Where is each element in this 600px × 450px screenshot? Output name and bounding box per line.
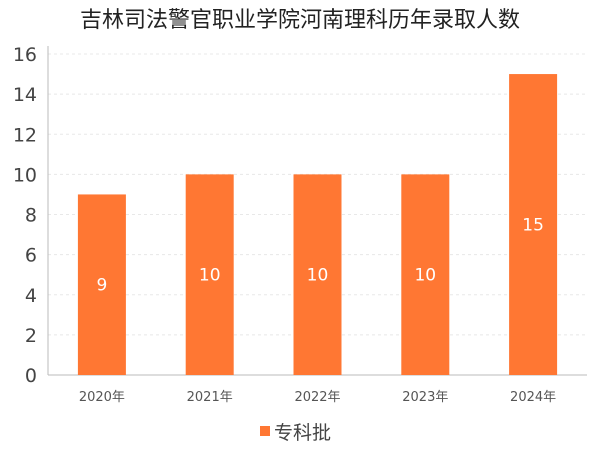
bar-value-label: 15 xyxy=(522,216,544,236)
x-tick-label: 2022年 xyxy=(294,390,340,405)
y-tick-label: 2 xyxy=(25,325,37,347)
y-tick-label: 6 xyxy=(25,245,37,267)
bar[interactable] xyxy=(185,174,234,375)
x-axis: 2020年 2021年 2022年 2023年 2024年 xyxy=(48,374,587,405)
y-tick-label: 10 xyxy=(13,164,37,186)
bar[interactable] xyxy=(509,74,558,375)
y-tick-label: 4 xyxy=(25,285,37,307)
legend-label: 专科批 xyxy=(274,422,331,444)
legend-swatch xyxy=(260,426,270,436)
bar[interactable] xyxy=(77,194,126,375)
bar-value-label: 10 xyxy=(414,266,436,286)
bars: 9 10 10 10 15 xyxy=(77,74,558,375)
bar[interactable] xyxy=(401,174,450,375)
x-tick-label: 2020年 xyxy=(79,390,125,405)
x-tick-label: 2021年 xyxy=(187,390,233,405)
y-tick-label: 12 xyxy=(13,124,37,146)
x-tick-label: 2024年 xyxy=(510,390,556,405)
chart-title: 吉林司法警官职业学院河南理科历年录取人数 xyxy=(80,8,520,33)
x-tick-label: 2023年 xyxy=(402,390,448,405)
legend[interactable]: 专科批 xyxy=(260,422,331,444)
bar-value-label: 10 xyxy=(199,266,221,286)
y-tick-label: 14 xyxy=(13,84,37,106)
bar[interactable] xyxy=(293,174,342,375)
y-tick-label: 8 xyxy=(25,205,37,227)
y-tick-label: 16 xyxy=(13,44,37,66)
y-axis: 0 2 4 6 8 10 12 14 16 xyxy=(13,44,49,387)
bar-value-label: 9 xyxy=(96,276,107,296)
bar-value-label: 10 xyxy=(307,266,329,286)
y-tick-label: 0 xyxy=(25,365,37,387)
